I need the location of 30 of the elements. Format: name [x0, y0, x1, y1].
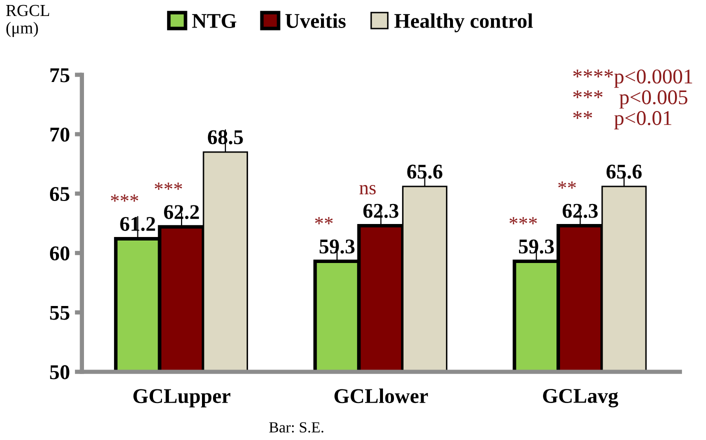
x-tick-label: GCLupper — [133, 389, 230, 408]
data-label: 59.3 — [320, 240, 355, 254]
y-tick-label: 75 — [50, 68, 70, 82]
y-tick-label: 70 — [50, 128, 70, 142]
annotation: ** — [315, 217, 333, 224]
data-label: 62.2 — [164, 205, 199, 220]
annotation: *** — [510, 217, 537, 224]
data-label: 62.3 — [363, 204, 398, 218]
annotation: ** p<0.01 — [573, 111, 672, 130]
x-tick-label: GCLlower — [334, 388, 428, 404]
x-tick-label: GCLavg — [543, 388, 618, 408]
annotation: *** p<0.005 — [573, 90, 688, 109]
annotation: *** — [154, 182, 182, 190]
data-label: 62.3 — [562, 204, 598, 218]
text: Bar: S.E. — [269, 422, 324, 433]
legend-label: Uveitis — [285, 13, 346, 28]
annotation: ** — [558, 181, 576, 189]
annotation: ns — [360, 185, 376, 194]
data-label: 59.3 — [518, 240, 554, 254]
y-tick-label: 65 — [50, 187, 70, 202]
y-tick-label: 60 — [50, 246, 70, 260]
y-tick-label: 50 — [50, 365, 70, 380]
text: RGCL (μm) — [6, 4, 50, 37]
legend-label: NTG — [192, 14, 236, 28]
y-tick-label: 55 — [50, 306, 70, 320]
data-label: 65.6 — [606, 164, 642, 179]
data-label: 65.6 — [407, 164, 442, 179]
annotation: *** — [110, 194, 138, 202]
annotation: ****p<0.0001 — [573, 69, 692, 88]
legend-label: Healthy control — [394, 13, 533, 32]
